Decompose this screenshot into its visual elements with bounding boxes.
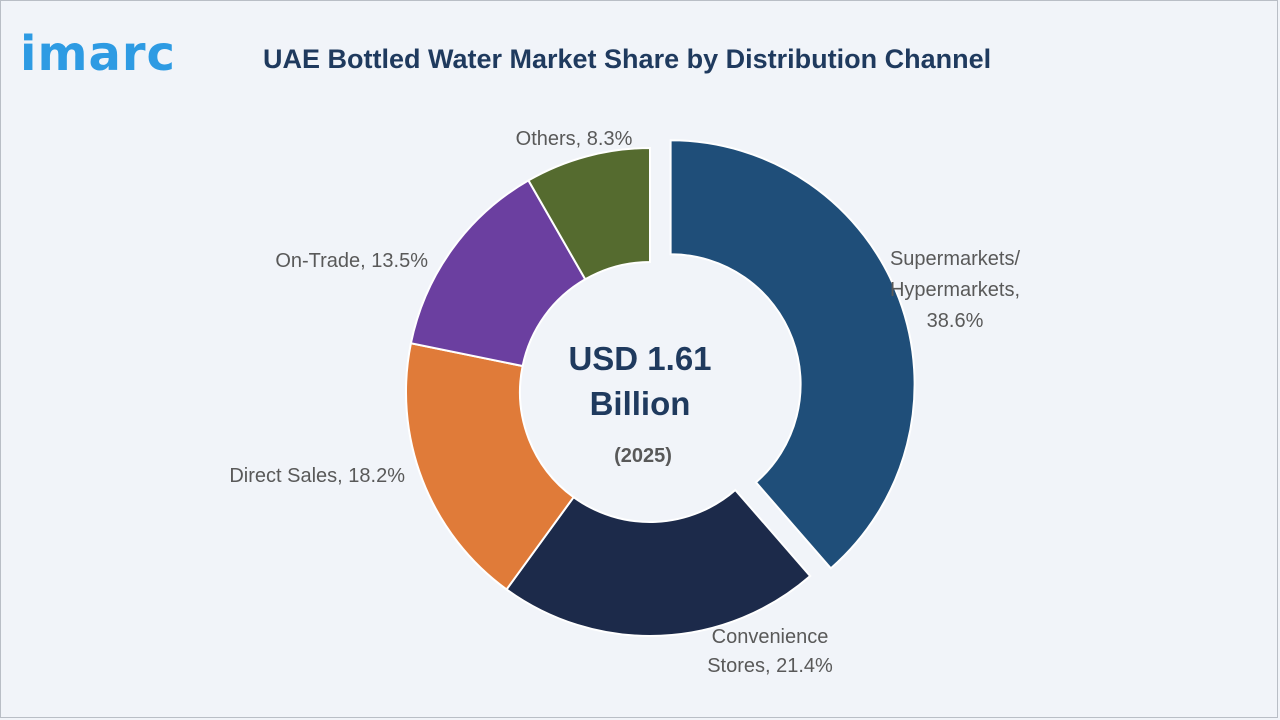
label-on-trade: On-Trade, 13.5% [275, 250, 428, 272]
label-convenience-stores: Convenience Stores, 21.4% [707, 626, 833, 677]
label-direct-sales: Direct Sales, 18.2% [229, 465, 405, 487]
label-line: On-Trade, 13.5% [275, 250, 428, 272]
label-line: Stores, 21.4% [707, 655, 833, 677]
center-year: (2025) [614, 445, 672, 467]
slice-supermarkets-hypermarkets [669, 139, 916, 570]
label-line: Convenience [712, 626, 829, 648]
label-line: Supermarkets/ [890, 248, 1020, 270]
label-line: Others, 8.3% [516, 128, 633, 150]
center-unit: Billion [590, 385, 691, 422]
label-line: Hypermarkets, [890, 279, 1020, 301]
slice-labels: Supermarkets/Hypermarkets, 38.6% Convenien… [229, 128, 1020, 677]
label-supermarkets-hypermarkets: Supermarkets/Hypermarkets, 38.6% [890, 248, 1020, 332]
label-line: 38.6% [927, 310, 984, 332]
label-others: Others, 8.3% [516, 128, 633, 150]
donut-slices [405, 139, 916, 637]
slice-direct-sales [405, 342, 575, 591]
center-value: USD 1.61 [568, 340, 711, 377]
slice-convenience-stores [505, 488, 812, 637]
chart-title: UAE Bottled Water Market Share by Distri… [263, 44, 992, 74]
label-line: Direct Sales, 18.2% [229, 465, 405, 487]
imarc-logo: imarc [20, 26, 176, 82]
slice-others [527, 146, 651, 281]
